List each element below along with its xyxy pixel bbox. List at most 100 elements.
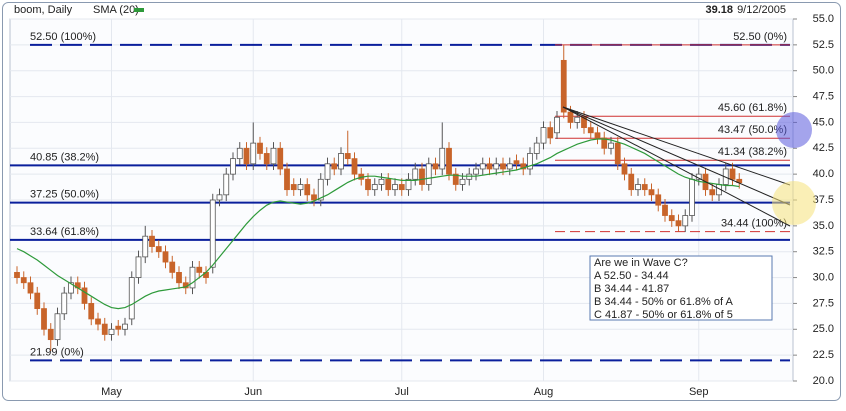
candle-body (689, 178, 695, 216)
candle-body (290, 184, 297, 191)
candle-body (385, 178, 392, 191)
candle-body (88, 303, 95, 320)
candle-body (655, 194, 662, 206)
sma-line (16, 138, 740, 310)
y-tick-label: 42.5 (813, 142, 834, 154)
candle-body (520, 163, 527, 170)
candle-body (257, 142, 263, 154)
candle-body (554, 116, 560, 134)
date: 9/12/2005 (737, 4, 786, 16)
candle-body (243, 147, 250, 165)
legend-label: SMA (20) (93, 4, 139, 16)
candle-body (412, 168, 419, 180)
candle-body (709, 189, 716, 196)
candle-body (189, 266, 196, 289)
candle-body (527, 153, 533, 170)
candle-body (540, 127, 547, 144)
candle-body (473, 168, 479, 175)
candle-body (621, 163, 628, 175)
candle-body (486, 163, 493, 170)
candle-body (365, 178, 371, 191)
candle-body (95, 318, 101, 325)
y-tick-label: 22.5 (813, 349, 834, 361)
candle-body (108, 328, 115, 335)
x-tick-label: Sep (689, 386, 709, 398)
candle-body (142, 235, 149, 258)
candle-body (533, 142, 540, 154)
level-label: 34.44 (100%) (721, 218, 787, 230)
candle-body (479, 163, 486, 170)
trend-line (562, 106, 791, 206)
candle-body (176, 271, 182, 284)
candle-body (392, 184, 398, 191)
candle-body (587, 127, 594, 134)
candle-body (324, 163, 331, 180)
candle-body (419, 168, 425, 185)
candle-body (452, 173, 459, 185)
marks: 52.50 (100%) 40.85 (38.2%) 37.25 (50.0%) 33… (10, 31, 790, 362)
trend-lines (562, 106, 791, 227)
candle-body (378, 178, 385, 185)
candle-body (155, 246, 162, 253)
level-label: 21.99 (0%) (30, 346, 84, 358)
candle-body (230, 158, 236, 175)
level-label: 41.34 (38.2%) (718, 146, 787, 158)
candle-body (101, 323, 108, 335)
candle-body (236, 147, 243, 160)
y-tick-label: 50.0 (813, 65, 834, 77)
level-label: 52.50 (0%) (733, 31, 787, 43)
candle-body (311, 194, 317, 201)
candle-body (614, 142, 621, 165)
candle-body (128, 277, 135, 320)
candle-body (47, 328, 54, 341)
candle-body (277, 147, 284, 170)
candle-body (317, 178, 324, 201)
candle-body (371, 184, 378, 191)
x-tick-label: May (101, 386, 122, 398)
annotation-line: B 34.44 - 41.87 (594, 283, 669, 295)
candle-body (81, 287, 88, 304)
candle-body (34, 292, 41, 310)
annotation-line: Are we in Wave C? (594, 257, 688, 269)
candle-body (122, 323, 128, 330)
candle-body (560, 59, 567, 113)
level-label: 33.64 (61.8%) (30, 226, 99, 238)
candle-body (351, 158, 358, 175)
candle-body (216, 194, 223, 201)
candle-body (14, 271, 20, 278)
level-label: 45.60 (61.8%) (718, 102, 787, 114)
candle-body (446, 147, 452, 175)
candle-body (628, 173, 635, 191)
candle-body (115, 325, 122, 330)
candle-body (331, 163, 338, 170)
candle-body (297, 184, 304, 191)
candle-body (641, 184, 648, 191)
candle-body (425, 163, 432, 185)
level-label: 52.50 (100%) (30, 31, 96, 43)
candle-body (682, 215, 689, 227)
candle-body (506, 163, 513, 170)
candle-body (574, 116, 581, 123)
y-tick-label: 30.0 (813, 271, 834, 283)
x-tick-label: Jun (244, 386, 262, 398)
y-tick-label: 35.0 (813, 220, 834, 232)
candle-body (459, 178, 466, 185)
candle-body (493, 163, 500, 170)
candle-body (284, 168, 290, 191)
candle-body (263, 153, 270, 165)
y-tick-label: 25.0 (813, 323, 834, 335)
candle-body (668, 215, 675, 222)
candle-body (439, 147, 446, 170)
candle-body (209, 199, 216, 268)
candle-body (594, 132, 601, 139)
candle-body (68, 282, 74, 294)
candle-body (547, 127, 554, 139)
candle-body (601, 137, 608, 149)
y-tick-label: 20.0 (813, 375, 834, 387)
candle-body (270, 147, 277, 165)
candle-body (729, 168, 736, 180)
candle-body (27, 282, 34, 294)
y-tick-label: 55.0 (813, 13, 834, 25)
